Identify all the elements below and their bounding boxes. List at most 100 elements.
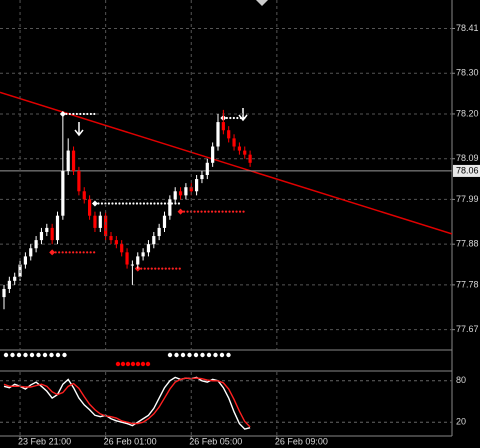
level-dot [79,112,82,116]
signal-dot [62,352,67,358]
candle-body [125,252,129,265]
candle-body [173,191,177,200]
level-dot [75,251,78,254]
signal-dot [55,352,61,358]
y-tick-label: 78.30 [456,68,479,78]
candle-body [141,252,145,257]
level [59,110,96,117]
y-tick-label: 78.20 [456,108,479,118]
signal-dot [219,352,225,358]
level-dot [68,251,71,254]
y-tick-label: 77.88 [456,239,479,249]
level-dot [242,210,245,213]
candle-body [61,170,65,216]
level-dot [149,202,153,205]
level-dot [203,210,207,213]
level-dot [177,202,181,205]
level-dot [168,267,171,270]
candle-body [34,240,38,249]
signal-dot [213,352,218,358]
level-dot [89,112,92,116]
level-dot [142,202,146,205]
level-dot [163,202,167,205]
signal-dot [206,352,212,358]
candle-body [130,264,134,266]
candle-body [168,199,172,216]
sell-arrow [74,122,84,137]
level-dot [75,112,78,116]
level-dot [65,251,68,254]
oscillator-line [3,376,251,430]
level-dot [93,251,96,254]
level-dot [153,202,156,205]
level-dot [58,251,61,254]
level-diamond [91,200,98,207]
y-tick-label: 77.67 [456,324,479,334]
candle-body [104,215,108,237]
candle-body [82,191,86,200]
signal-dot [42,352,48,358]
trendline [0,91,452,235]
level-dot [79,251,82,254]
level-dot [93,112,96,116]
level-dot [86,251,89,254]
candle-body [23,256,27,265]
y-tick-label: 78.09 [456,153,479,163]
signal-dot [36,352,41,358]
x-tick-label: 26 Feb 05:00 [189,436,242,446]
candle-body [221,122,225,131]
signal-dot [125,361,131,367]
candle-body [184,187,188,196]
level-dot [161,267,164,270]
candle-body [227,130,231,139]
level-dot [146,202,149,205]
signal-dot [49,352,54,358]
level-dot [114,202,118,205]
candle-body [45,227,49,232]
candle-body [248,154,252,163]
level-dot [65,112,68,116]
level-dot [160,202,163,205]
signal-dot [120,361,126,367]
level-dot [82,251,85,254]
level-dot [228,210,231,213]
level-dot [135,202,139,205]
candle-body [98,215,102,228]
candle-body [211,146,215,163]
level-dot [239,116,242,120]
y-tick-label: 77.78 [456,279,479,289]
level-dot [225,116,228,120]
candle-body [237,146,241,151]
level-diamond [177,208,184,215]
level-dot [182,210,186,213]
level [134,265,181,272]
level-dot [118,202,121,205]
level-dot [178,267,181,270]
candle-body [162,215,167,228]
level-dot [157,267,160,270]
scroll-marker [256,0,268,6]
level-dot [150,267,153,270]
level [49,249,96,256]
signal-dot [193,352,199,358]
signal-dot [23,352,28,358]
level-dot [235,210,238,213]
candle-body [66,150,70,171]
x-tick-label: 26 Feb 09:00 [275,436,328,446]
candle-body [200,175,204,180]
oscillator-line [3,377,251,428]
x-tick-label: 23 Feb 21:00 [18,436,71,446]
y-tick-label: 77.99 [456,194,479,204]
level-dot [217,210,221,213]
level-dot [68,112,71,116]
level-dot [171,267,174,270]
signal-dot [10,352,15,358]
level-dot [147,267,150,270]
level-dot [200,210,203,213]
signal-dot [16,352,22,358]
level-dot [139,202,142,205]
signal-dot [3,352,9,358]
level-dot [111,202,114,205]
main-panel [0,27,452,331]
